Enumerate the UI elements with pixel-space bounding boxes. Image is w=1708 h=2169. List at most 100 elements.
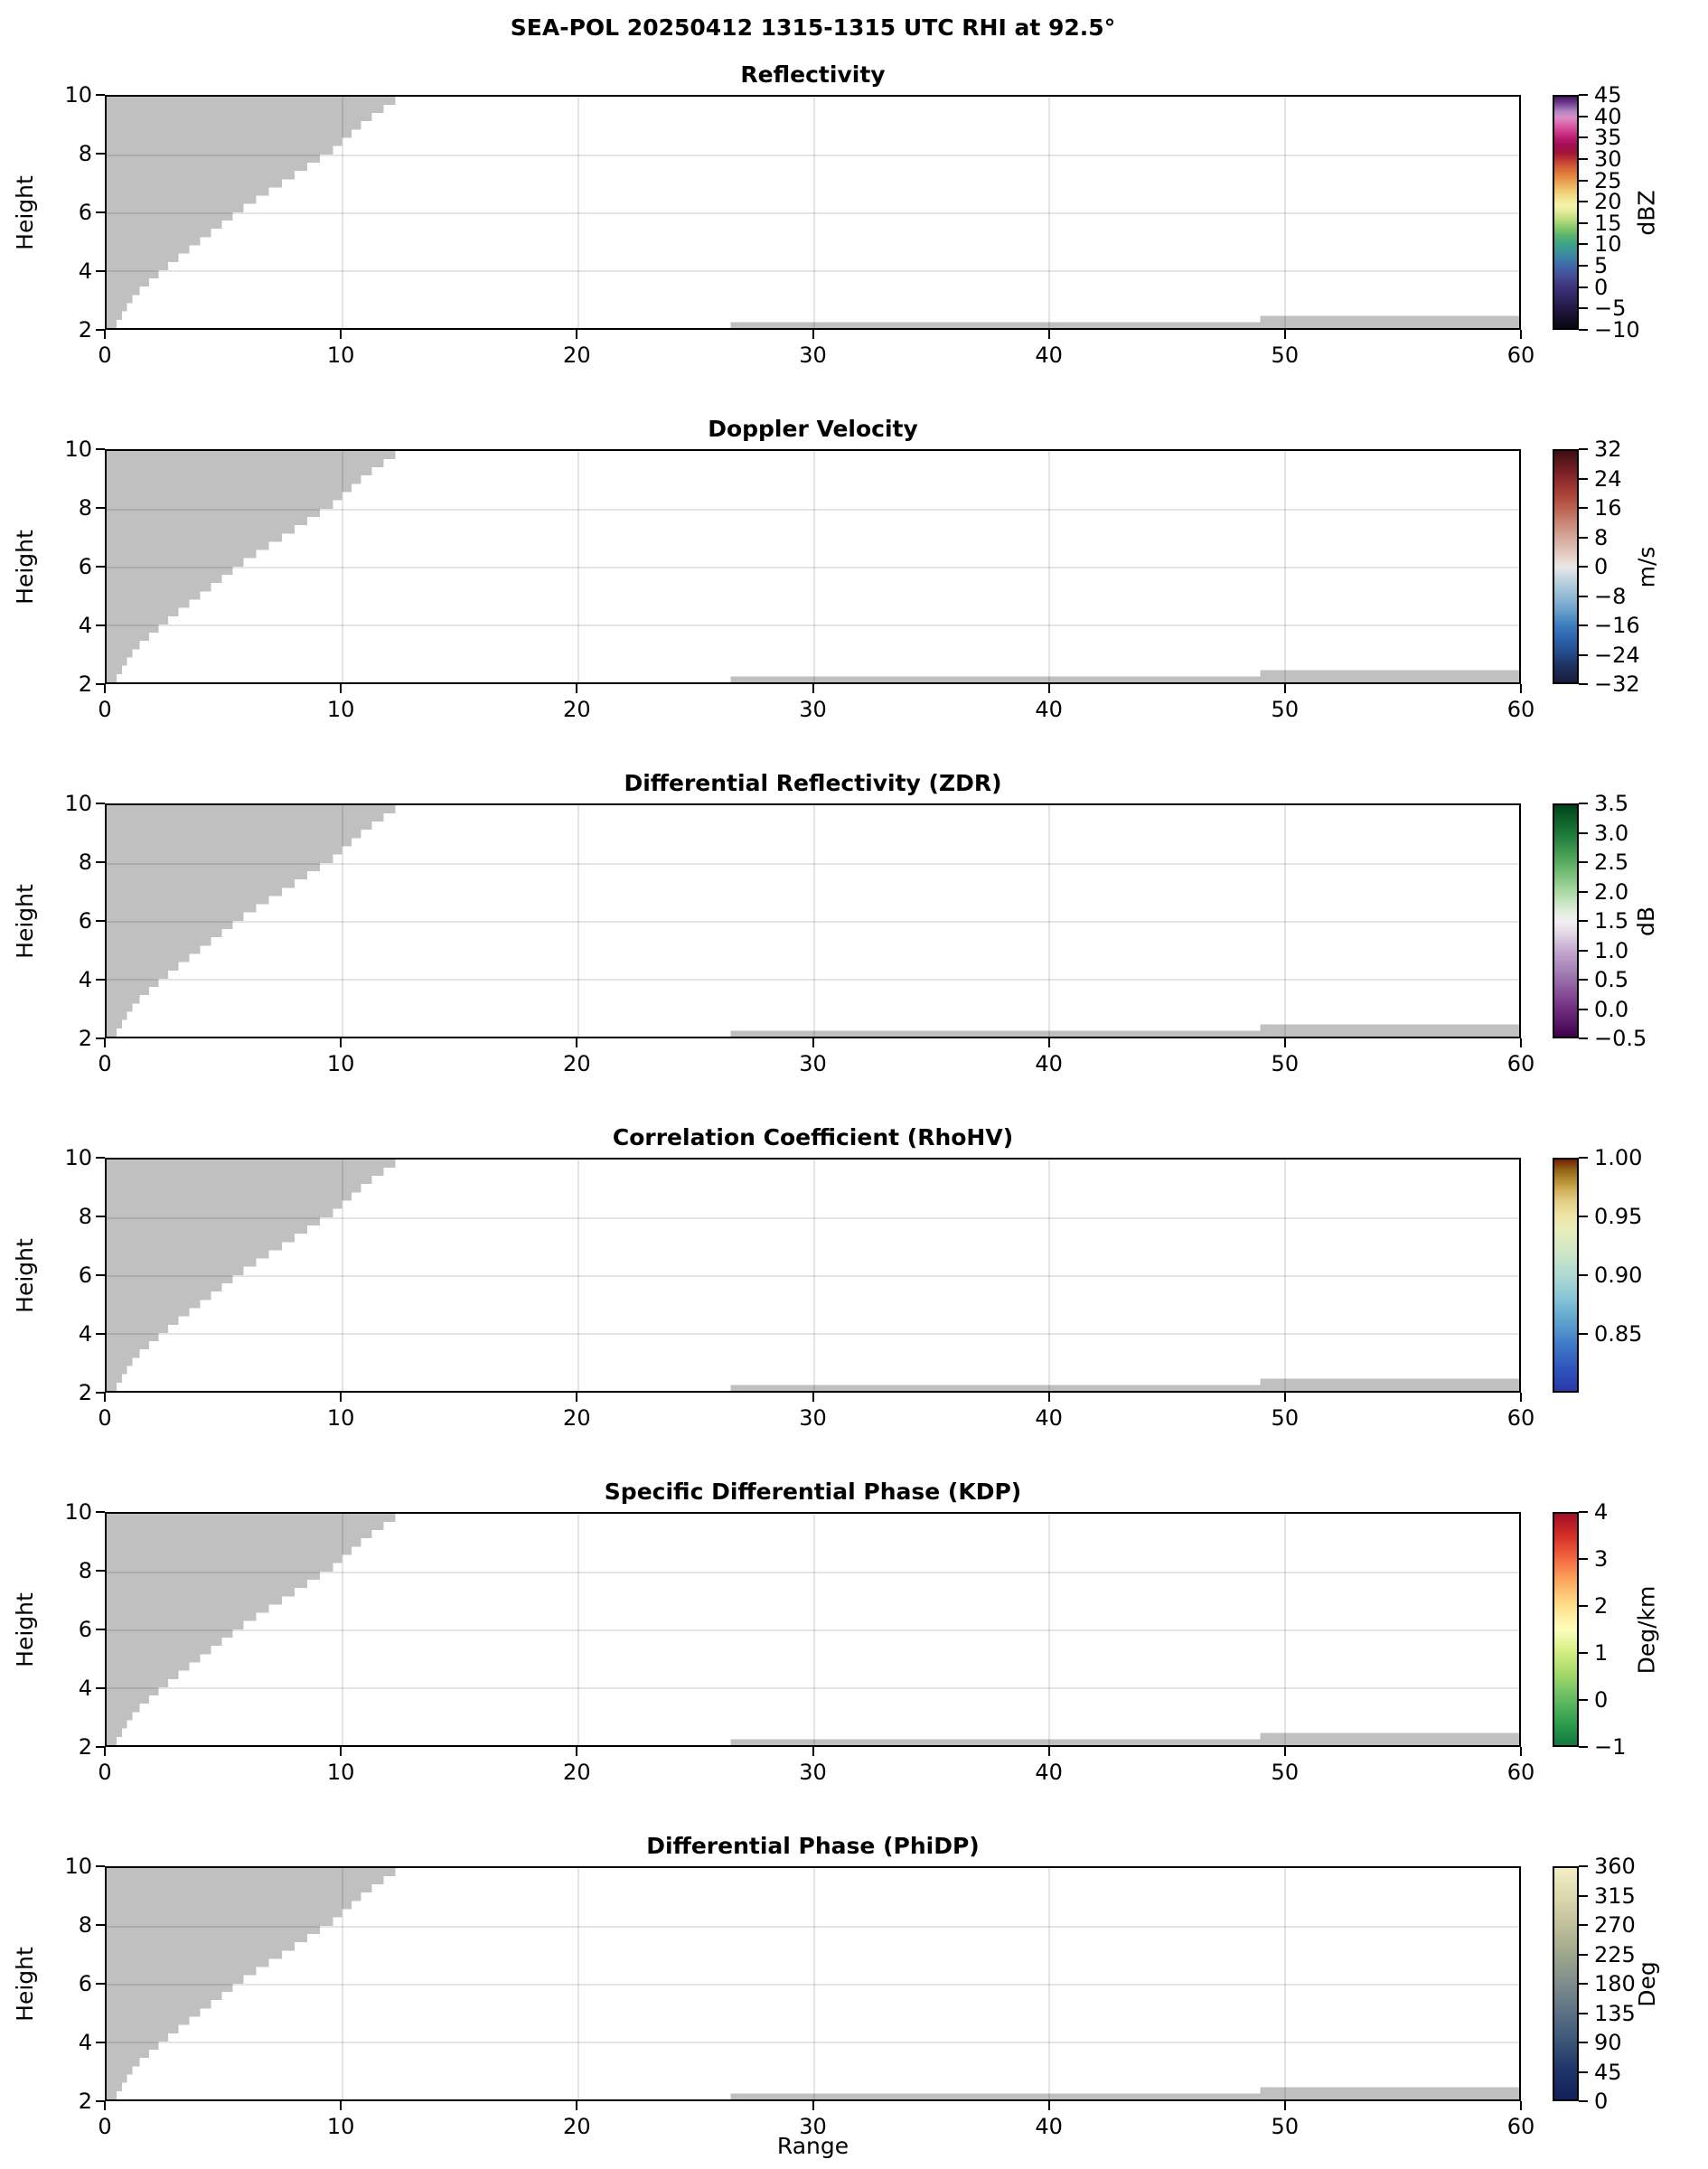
y-tick-label: 6 [78, 908, 92, 934]
y-tick-mark [96, 1511, 105, 1513]
x-tick-label: 30 [799, 1051, 827, 1076]
gridline-horizontal [107, 1687, 1519, 1689]
colorbar-tick-label: 135 [1594, 2000, 1636, 2026]
gridline-vertical [1047, 805, 1050, 1037]
x-tick-label: 50 [1271, 2114, 1300, 2139]
y-tick-label: 2 [78, 2089, 92, 2114]
y-tick-mark [96, 1157, 105, 1159]
y-tick-label: 6 [78, 1971, 92, 1996]
y-tick-mark [96, 1924, 105, 1926]
gridline-vertical [1283, 805, 1286, 1037]
x-tick-mark [1047, 1038, 1050, 1047]
gridline-vertical [342, 451, 344, 682]
y-axis-label-wrap: Height [5, 1866, 43, 2101]
plot-area [105, 449, 1521, 684]
colorbar-tick-label: 10 [1594, 231, 1622, 258]
colorbar-tick-label: 0.5 [1594, 967, 1629, 992]
x-tick-label: 10 [326, 343, 355, 368]
x-tick-label: 20 [563, 1760, 591, 1785]
x-tick-mark [1520, 1747, 1522, 1756]
x-tick-label: 30 [799, 2114, 827, 2139]
gridline-horizontal [107, 270, 1519, 272]
y-tick-label: 10 [64, 1854, 92, 1879]
gridline-vertical [577, 1514, 579, 1745]
colorbar-tick-mark [1579, 286, 1588, 288]
plot-area [105, 1512, 1521, 1747]
colorbar-tick-mark [1579, 624, 1588, 626]
y-tick-mark [96, 2100, 105, 2102]
y-tick-mark [96, 624, 105, 626]
colorbar-unit-label: dB [1633, 906, 1660, 936]
colorbar-unit-label: m/s [1633, 546, 1660, 587]
y-axis-label-wrap: Height [5, 1512, 43, 1747]
x-tick-mark [812, 684, 814, 693]
y-tick-mark [96, 329, 105, 331]
y-axis-label: Height [11, 1237, 38, 1313]
y-tick-label: 10 [64, 1145, 92, 1170]
x-tick-label: 50 [1271, 1051, 1300, 1076]
colorbar-tick-label: 3.0 [1594, 820, 1629, 846]
gridline-vertical [812, 1868, 815, 2099]
x-tick-label: 40 [1035, 1405, 1063, 1431]
gridline-horizontal [107, 1926, 1519, 1928]
y-tick-label: 6 [78, 1617, 92, 1642]
gridline-horizontal [107, 1984, 1519, 1986]
colorbar-tick-label: 3 [1594, 1546, 1609, 1572]
x-tick-label: 60 [1506, 697, 1535, 722]
gridline-horizontal [107, 624, 1519, 626]
colorbar-tick-mark [1579, 221, 1588, 224]
y-tick-label: 8 [78, 141, 92, 166]
colorbar-tick-label: 90 [1594, 2030, 1622, 2055]
x-tick-mark [340, 2101, 343, 2110]
colorbar-tick-mark [1579, 136, 1588, 139]
gridline-horizontal [107, 979, 1519, 981]
gridline-vertical [1047, 1160, 1050, 1391]
x-tick-mark [1520, 330, 1522, 339]
colorbar-unit-wrap: dB [1627, 803, 1666, 1038]
colorbar-tick-mark [1579, 566, 1588, 568]
y-tick-label: 2 [78, 1734, 92, 1760]
colorbar-tick-label: −16 [1594, 613, 1640, 638]
colorbar-tick-mark [1579, 179, 1588, 182]
x-tick-label: 20 [563, 697, 591, 722]
x-tick-label: 30 [799, 343, 827, 368]
x-tick-label: 60 [1506, 343, 1535, 368]
colorbar-tick-label: 40 [1594, 103, 1622, 129]
y-tick-label: 8 [78, 1558, 92, 1583]
colorbar-tick-mark [1579, 2012, 1588, 2014]
x-tick-label: 30 [799, 1405, 827, 1431]
gridline-horizontal [107, 1275, 1519, 1277]
no-data-bottom-strip [1260, 2087, 1519, 2099]
y-tick-label: 10 [64, 1499, 92, 1525]
y-tick-mark [96, 1392, 105, 1394]
gridline-vertical [1047, 1868, 1050, 2099]
y-tick-mark [96, 920, 105, 922]
x-tick-label: 30 [799, 1760, 827, 1785]
colorbar-tick-label: 15 [1594, 210, 1622, 236]
y-tick-label: 4 [78, 258, 92, 284]
x-tick-mark [104, 1393, 106, 1402]
gridline-vertical [1283, 1868, 1286, 2099]
colorbar-tick-mark [1579, 653, 1588, 656]
y-axis-label-wrap: Height [5, 95, 43, 330]
colorbar-tick-mark [1579, 201, 1588, 203]
y-tick-mark [96, 1687, 105, 1689]
no-data-region-layer [107, 1160, 1519, 1391]
colorbar [1553, 1866, 1579, 2101]
x-tick-label: 0 [98, 343, 112, 368]
x-tick-label: 60 [1506, 1051, 1535, 1076]
x-tick-label: 20 [563, 2114, 591, 2139]
figure-suptitle: SEA-POL 20250412 1315-1315 UTC RHI at 92… [510, 14, 1116, 41]
colorbar-tick-mark [1579, 683, 1588, 685]
gridline-horizontal [107, 1333, 1519, 1335]
x-tick-mark [1047, 1393, 1050, 1402]
x-tick-mark [812, 1393, 814, 1402]
gridline-vertical [812, 805, 815, 1037]
colorbar-tick-label: 360 [1594, 1854, 1636, 1879]
colorbar-tick-mark [1579, 115, 1588, 117]
x-tick-mark [1283, 1747, 1286, 1756]
plot-area [105, 1158, 1521, 1393]
no-data-bottom-strip [1260, 1378, 1519, 1391]
x-tick-mark [1283, 1038, 1286, 1047]
colorbar-tick-mark [1579, 1511, 1588, 1513]
